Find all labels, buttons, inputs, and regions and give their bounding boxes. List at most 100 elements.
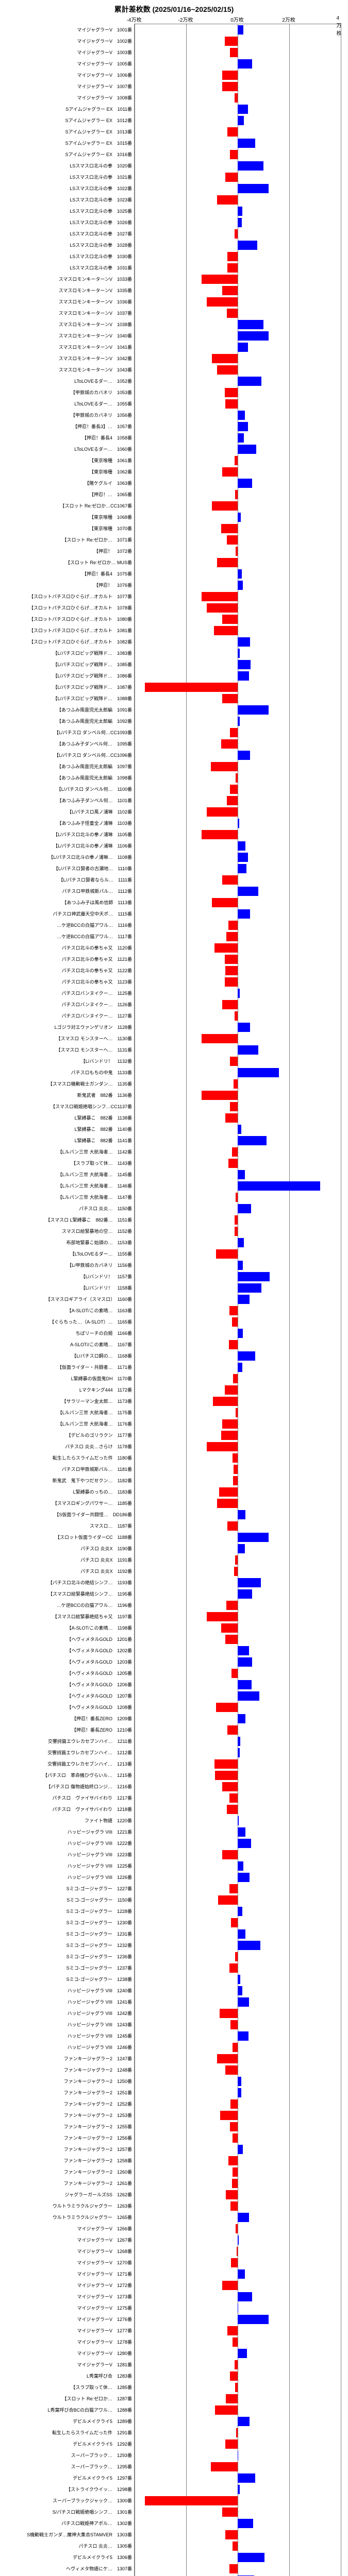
bar [227,127,238,137]
bar [233,2043,238,2052]
row-label: 【スロット仮面ライダーCC 1188番 [0,1531,134,1543]
bar [238,1272,270,1281]
row-label: マイジャグラーV 1270番 [0,2257,134,2268]
row-label: 【L/パチスロ ダンベル何… 1100番 [0,783,134,794]
row-label: スマスロモンキーターンV 1035番 [0,284,134,296]
row-label: Sミコ-ゴージャグラー 1238番 [0,1973,134,1985]
row-label: パチスロ ヴァイサバイわり 1218番 [0,1803,134,1815]
bar [214,1759,238,1769]
bar [236,547,238,556]
row-label: Sミコ-ゴージャグラー 1232番 [0,1939,134,1951]
row-label: 【あつふみ子ダンベル何… 1101番 [0,794,134,806]
bar [233,1476,238,1485]
row-label: LSスマスロ北斗の拳 1026番 [0,216,134,228]
bar [216,1249,238,1259]
bar [238,2213,249,2222]
bar [235,490,238,499]
bar [219,1487,238,1497]
bar [207,1442,238,1451]
gridline [186,24,187,2576]
row-label: デビルメイクライ5 1306番 [0,2551,134,2563]
bar [238,660,251,669]
bar [228,2156,238,2165]
row-label: ハッピージャグラ VIII 1246番 [0,2041,134,2053]
bar [238,864,246,873]
bar [220,2009,238,2018]
row-label: LSスマスロ北斗の拳 1025番 [0,205,134,216]
row-label: 【スラブ取って休… 1143番 [0,1157,134,1168]
bar [225,173,238,182]
row-label: LToLOVEるダー… 1055番 [0,398,134,409]
row-label: 交響詩篇エウレカセブンハイ… 1212番 [0,1747,134,1758]
row-label: ハッピージャグラ VIII 1241番 [0,1996,134,2007]
bar [238,581,243,590]
bar [227,2326,238,2335]
bar [235,456,238,465]
bar [145,683,238,692]
row-label: 転生したらスライムだった件 1180番 [0,1452,134,1463]
bar [225,966,238,975]
row-label: 転生したらスライムだった件 1291番 [0,2427,134,2438]
row-label: 【スマスロ絵緊暴絶結ちゃ又 1197番 [0,1611,134,1622]
row-label: ウルトラミラクルジャグラー 1265番 [0,2211,134,2223]
row-label: 【あつふみ風雲児光太郎編 1097番 [0,760,134,772]
bar [225,955,238,964]
bar [214,626,238,635]
row-label: LToLOVEるダー… 1060番 [0,443,134,454]
row-label: スマスロモンキーターンV 1042番 [0,352,134,364]
bar [229,1793,238,1803]
row-label: 【あつふみ風雲児光太郎編 1092番 [0,715,134,726]
bar [238,2269,245,2279]
row-label: S機動戦士ガンダ…魔神大集合STAMVER 1303番 [0,2529,134,2540]
row-label: マイジャグラーV 1275番 [0,2302,134,2313]
row-label: 【スラブ取って休… 1285番 [0,2381,134,2393]
row-label: 【スロットパチスロひぐらげ…オカルト 1081番 [0,624,134,636]
bar [227,263,238,273]
bar [235,2360,238,2369]
x-axis-tick-label: 2万枚 [282,15,295,23]
row-label: 【スロット Re:ゼロか… 1071番 [0,534,134,545]
row-label: 【Lルパン三世 大航海者… 1146番 [0,1180,134,1191]
row-label: マイジャグラーV 1280番 [0,2347,134,2359]
row-label: L緊縛暴のっちの… 1183番 [0,1486,134,1497]
row-label: ハッピージャグラ VIII 1240番 [0,1985,134,1996]
row-label: マイジャグラーV 1002番 [0,35,134,46]
row-label: パチスロ 炎炎…さらけ 1178番 [0,1440,134,1452]
row-label: 【ヘヴィメタルGOLD 1203番 [0,1656,134,1667]
row-label: 【LToLOVEるダー… 1155番 [0,1248,134,1259]
row-label: 【スロットパチスロひぐらげ…オカルト 1082番 [0,636,134,647]
row-label: 【甲鉄城のカバネリ 1056番 [0,409,134,420]
bar [238,751,250,760]
row-label: 交響詩篇エウレカセブンハイ… 1211番 [0,1735,134,1747]
row-label: マイジャグラーV 1003番 [0,46,134,58]
bar [230,1102,238,1111]
row-label: 【ヘヴィメタルGOLD 1201番 [0,1633,134,1645]
bar [232,2179,238,2188]
bar [238,1997,249,2007]
row-label: 【スマスロ戦姫絶唱シンフ…CC1137番 [0,1100,134,1112]
bar [222,1850,238,1859]
bar [145,2496,238,2505]
row-label: L緊縛暴こ 882番 1141番 [0,1134,134,1146]
row-label: ちばリーチの白姫 1166番 [0,1327,134,1338]
bar [238,1045,258,1055]
row-label: マイジャグラーV 1007番 [0,80,134,92]
row-label: ジャグラーガールズSS 1262番 [0,2189,134,2200]
row-label: ファンキージャグラー2 1256番 [0,2132,134,2143]
row-label: 【Lルパン三世 大航海者… 1145番 [0,1168,134,1180]
bar [238,887,258,896]
bar [236,2224,238,2233]
bar [238,377,261,386]
row-label: 【ヘヴィメタルGOLD 1205番 [0,1667,134,1679]
row-label: デビルメイクライ5 1297番 [0,2472,134,2483]
row-label: 【Lルパン三世 大航海者… 1142番 [0,1146,134,1157]
bar [238,2031,248,2041]
row-label: 【L/パチスロビッグ戦隊ド… 1086番 [0,670,134,681]
bar [207,297,238,307]
bar [221,1623,238,1633]
bar [222,1782,238,1791]
bar [238,1873,250,1882]
bar [227,252,238,261]
bar [235,2383,238,2392]
bar [233,2133,238,2143]
